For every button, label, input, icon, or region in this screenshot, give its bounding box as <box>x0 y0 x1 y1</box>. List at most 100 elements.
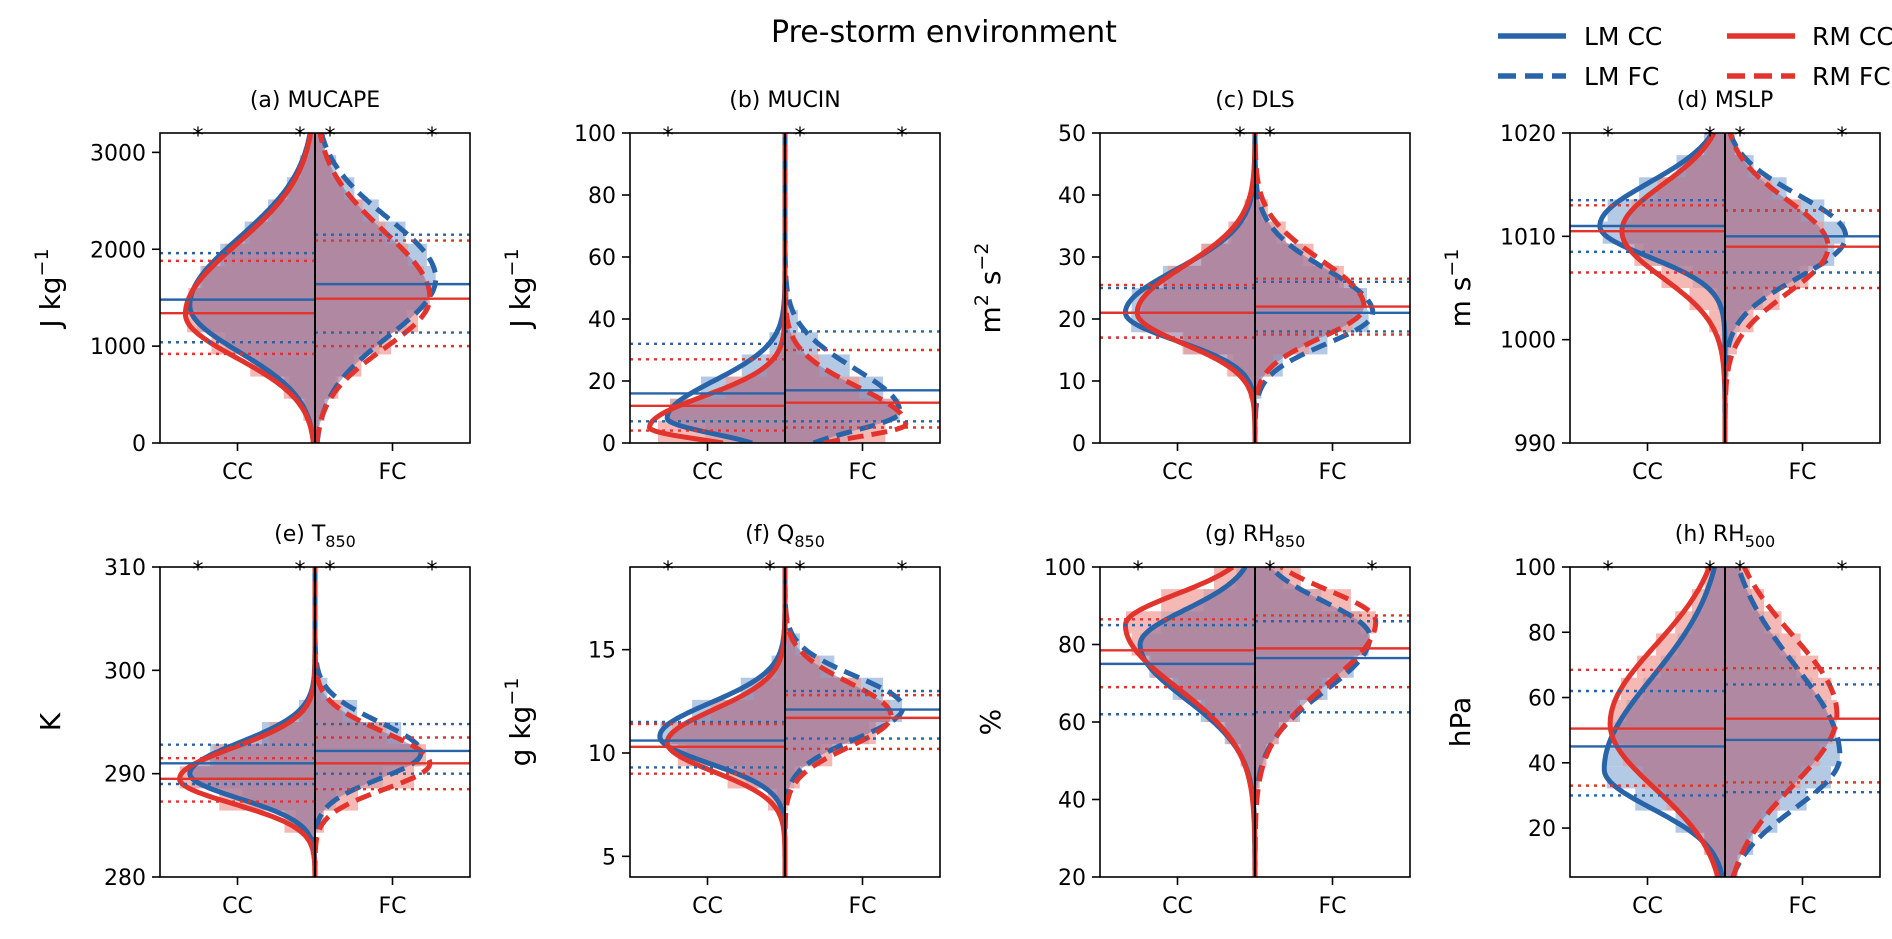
chart-panel-5: (e) T850 * * * * 280 290 300 310 CC FC K <box>34 522 471 919</box>
density-rm-cc <box>1134 133 1258 443</box>
overlap-fc <box>785 133 900 443</box>
figure-title: Pre-storm environment <box>771 15 1117 50</box>
density-rm-fc <box>1252 133 1367 443</box>
y-tick-label: 50 <box>1058 122 1086 147</box>
y-tick-label: 20 <box>1058 308 1086 333</box>
significance-star: * <box>765 558 776 583</box>
chart-panel-4: (d) MSLP * * * * 990 1000 1010 1020 CC FC m s−1 <box>1441 88 1881 485</box>
panel-title: (g) RH850 <box>1205 522 1306 551</box>
y-tick-label: 40 <box>1058 789 1086 814</box>
legend-entry-rm-fc: RM FC <box>1727 62 1891 91</box>
overlap-cc <box>1621 133 1725 443</box>
plot-area <box>1100 133 1410 443</box>
y-tick-label: 60 <box>588 246 616 271</box>
panel-title: (b) MUCIN <box>729 88 841 113</box>
significance-star: * <box>295 558 306 583</box>
overlap-fc <box>1255 567 1370 877</box>
y-axis-label: % <box>974 709 1007 736</box>
x-tick-label: FC <box>1318 460 1346 485</box>
axes-frame <box>159 132 471 444</box>
x-tick-label: CC <box>1162 894 1193 919</box>
significance-star: * <box>427 558 438 583</box>
y-tick-label: 15 <box>588 639 616 664</box>
overlap-cc <box>1140 567 1255 877</box>
density-lm-cc <box>1601 567 1725 877</box>
significance-star: * <box>897 124 908 149</box>
y-tick-label: 80 <box>1058 634 1086 659</box>
y-tick-label: 3000 <box>90 141 146 166</box>
overlap-cc <box>189 567 315 877</box>
y-tick-label: 40 <box>1528 752 1556 777</box>
density-rm-fc <box>314 133 433 443</box>
y-tick-label: 280 <box>104 866 146 891</box>
y-tick-label: 10 <box>1058 370 1086 395</box>
y-tick-label: 5 <box>602 845 616 870</box>
chart-panel-1: (a) MUCAPE * * * * 0 1000 2000 3000 CC FC J kg−1 <box>31 88 471 485</box>
significance-star: * <box>1265 124 1276 149</box>
x-tick-label: CC <box>1632 460 1663 485</box>
legend-label: LM CC <box>1584 22 1662 51</box>
y-tick-label: 20 <box>1058 866 1086 891</box>
significance-star: * <box>1235 124 1246 149</box>
overlap-cc <box>667 133 785 443</box>
y-axis-label: m s−1 <box>1441 249 1477 328</box>
legend-label: LM FC <box>1584 62 1659 91</box>
y-tick-label: 40 <box>588 308 616 333</box>
y-tick-label: 30 <box>1058 246 1086 271</box>
significance-star: * <box>1367 558 1378 583</box>
x-tick-label: FC <box>378 894 406 919</box>
plot-area <box>160 567 470 877</box>
y-tick-label: 100 <box>1044 556 1086 581</box>
x-tick-label: CC <box>222 460 253 485</box>
y-tick-label: 0 <box>602 432 616 457</box>
y-axis-label: J kg−1 <box>31 248 67 329</box>
density-rm-fc <box>1731 567 1840 877</box>
panel-title: (c) DLS <box>1215 88 1294 113</box>
y-axis-label: m2 s−2 <box>971 243 1007 334</box>
y-axis-label: K <box>34 712 67 731</box>
y-tick-label: 300 <box>104 659 146 684</box>
x-tick-label: CC <box>1162 460 1193 485</box>
significance-star: * <box>1265 558 1276 583</box>
plot-area <box>160 133 470 443</box>
y-tick-label: 80 <box>588 184 616 209</box>
chart-panel-3: (c) DLS * * 0 10 20 30 40 50 CC FC m2 s−2 <box>971 88 1411 485</box>
significance-star: * <box>193 124 204 149</box>
y-axis-label: hPa <box>1444 697 1477 748</box>
overlap-fc <box>1255 133 1364 443</box>
density-lm-fc <box>1730 567 1843 877</box>
panel-title: (f) Q850 <box>745 522 825 551</box>
overlap-fc <box>315 133 430 443</box>
x-tick-label: FC <box>1318 894 1346 919</box>
overlap-cc <box>189 133 315 443</box>
x-tick-label: FC <box>848 460 876 485</box>
y-tick-label: 80 <box>1528 621 1556 646</box>
axes-frame <box>1569 566 1881 878</box>
y-axis-label: g kg−1 <box>501 678 537 767</box>
panel-title: (h) RH500 <box>1675 522 1775 551</box>
plot-area <box>1570 567 1880 877</box>
significance-star: * <box>795 124 806 149</box>
x-tick-label: CC <box>692 460 723 485</box>
significance-star: * <box>663 558 674 583</box>
density-rm-cc <box>1607 567 1721 877</box>
significance-star: * <box>325 558 336 583</box>
y-tick-label: 20 <box>588 370 616 395</box>
y-tick-label: 0 <box>1072 432 1086 457</box>
significance-star: * <box>663 124 674 149</box>
significance-star: * <box>1133 558 1144 583</box>
x-tick-label: CC <box>1632 894 1663 919</box>
significance-star: * <box>1705 558 1716 583</box>
y-tick-label: 10 <box>588 742 616 767</box>
y-tick-label: 1000 <box>90 335 146 360</box>
plot-area <box>1100 567 1410 877</box>
y-tick-label: 20 <box>1528 817 1556 842</box>
x-tick-label: CC <box>222 894 253 919</box>
overlap-fc <box>1725 567 1835 877</box>
significance-star: * <box>325 124 336 149</box>
significance-star: * <box>1603 558 1614 583</box>
panel-title: (e) T850 <box>274 522 356 551</box>
legend: LM CC RM CC LM FC RM FC <box>1498 22 1892 91</box>
axes-frame <box>629 132 941 444</box>
significance-star: * <box>193 558 204 583</box>
